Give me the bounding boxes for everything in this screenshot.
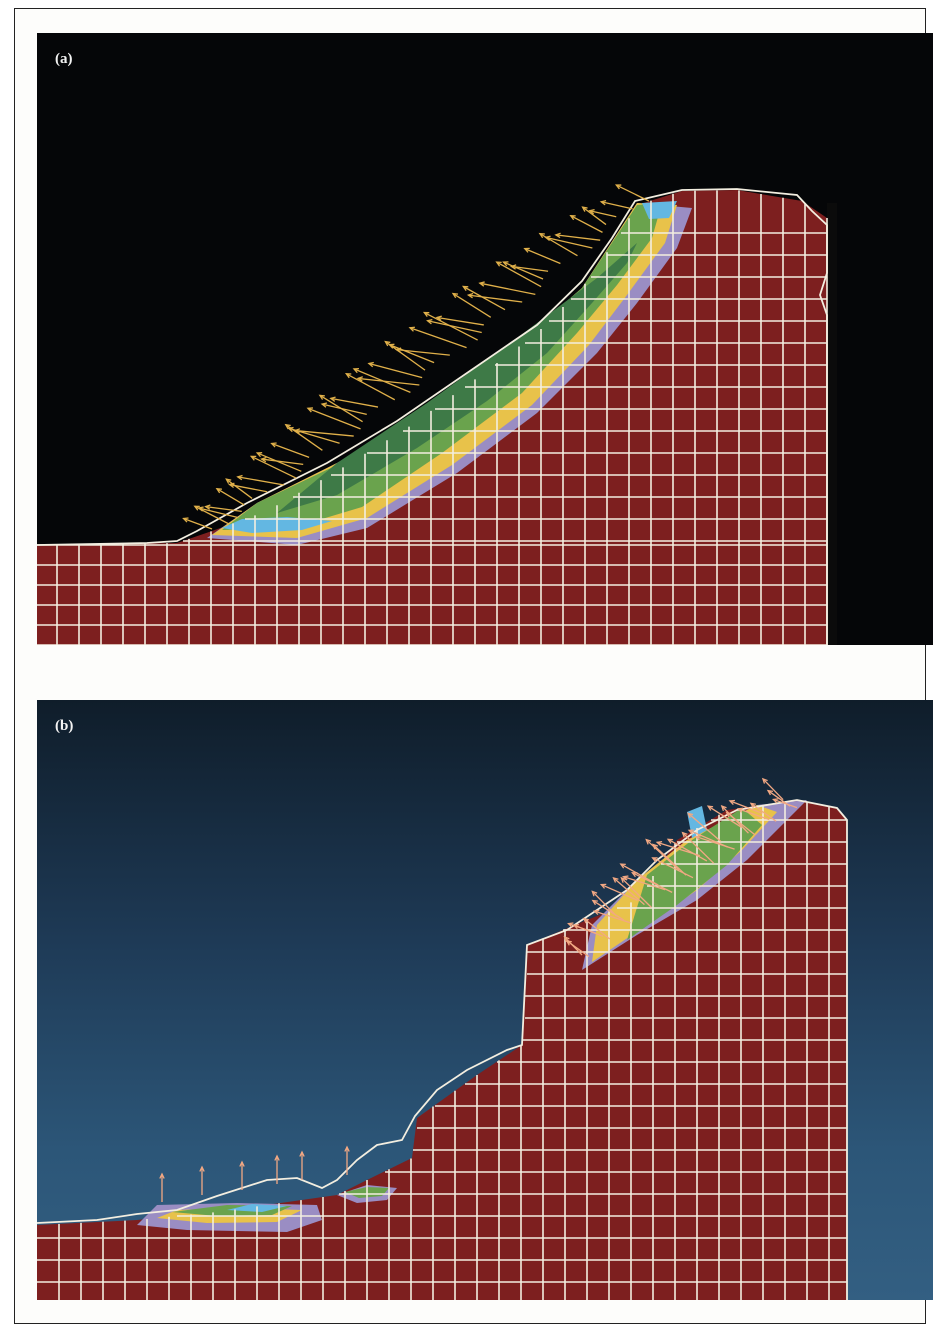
displacement-vector-6	[591, 899, 624, 921]
displacement-vector-45	[614, 184, 650, 202]
displacement-vector-9	[255, 452, 302, 472]
displacement-vector-18	[666, 838, 708, 862]
displacement-vector-34	[495, 261, 542, 288]
uplift-vector-1	[199, 1165, 205, 1195]
displacement-vector-41	[569, 214, 603, 233]
displacement-vector-22	[367, 361, 423, 379]
displacement-vector-20	[687, 812, 722, 842]
step-2	[517, 1075, 557, 1097]
displacement-vector-6	[228, 482, 268, 493]
displacement-vector-43	[588, 208, 617, 218]
displacement-vector-0	[182, 517, 213, 530]
panel-b: (b)	[37, 700, 933, 1300]
displacement-arrows-b	[159, 777, 798, 1202]
displacement-vector-27	[736, 807, 770, 821]
displacement-vector-18	[329, 396, 379, 408]
mesh-grid-b	[37, 799, 848, 1300]
displacement-vector-2	[197, 506, 239, 519]
displacement-vector-37	[523, 247, 561, 265]
displacement-vector-22	[694, 835, 735, 850]
displacement-vector-39	[544, 235, 593, 249]
slope-outline	[37, 188, 828, 645]
displacement-vector-4	[582, 917, 611, 940]
uplift-vector-0	[159, 1172, 165, 1202]
step-0	[447, 1160, 487, 1182]
slope-outline	[37, 799, 848, 1300]
displacement-vector-8	[599, 883, 638, 901]
uplift-vector-2	[239, 1160, 245, 1190]
displacement-vector-11	[270, 442, 310, 458]
displacement-vector-21	[356, 376, 420, 386]
displacement-vector-10	[620, 876, 652, 908]
step-1	[477, 1120, 517, 1142]
displacement-vector-25	[725, 811, 756, 836]
displacement-vector-5	[591, 890, 618, 917]
zone-band-3	[277, 243, 637, 513]
displacement-vector-19	[344, 373, 396, 401]
displacement-vector-24	[388, 343, 435, 364]
displacement-vector-16	[651, 857, 694, 879]
displacement-vector-1	[565, 940, 590, 958]
displacement-vector-10	[260, 456, 304, 466]
uplift-vector-5	[344, 1145, 350, 1175]
shadow-edge	[827, 203, 837, 645]
displacement-vector-29	[761, 777, 784, 801]
slope-model-b	[37, 777, 848, 1300]
displacement-vector-23	[706, 805, 742, 828]
zone-band-2	[222, 203, 662, 530]
displacement-vector-26	[408, 326, 467, 349]
upper-zone-2	[627, 808, 762, 940]
displacement-vector-32	[466, 292, 523, 303]
displacement-vector-31	[771, 798, 798, 809]
displacement-vector-3	[572, 924, 604, 937]
displacement-vector-19	[681, 831, 715, 864]
displacement-vector-11	[619, 863, 659, 886]
displacement-vector-42	[581, 206, 607, 226]
displacement-vector-31	[461, 285, 506, 311]
mesh-grid-a	[37, 188, 828, 645]
displacement-vector-30	[451, 292, 492, 318]
displacement-vector-8	[249, 455, 297, 479]
displacement-vector-35	[502, 261, 544, 280]
uplift-vector-3	[274, 1154, 280, 1184]
displacement-vector-28	[426, 318, 482, 334]
displacement-vector-26	[728, 799, 763, 815]
displacement-vector-4	[215, 487, 245, 506]
displacement-vector-7	[592, 909, 631, 924]
panel-a: (a)	[37, 33, 933, 645]
displacement-vector-12	[622, 875, 666, 891]
displacement-vector-13	[631, 872, 673, 893]
displacement-vector-33	[478, 281, 536, 295]
displacement-vector-15	[651, 843, 687, 876]
displacement-vector-17	[320, 402, 367, 416]
displacement-vector-14	[293, 428, 354, 437]
displacement-vector-7	[236, 474, 285, 486]
displacement-vector-3	[204, 504, 242, 513]
panel-label-a: (a)	[55, 51, 73, 67]
uplift-vector-4	[299, 1150, 305, 1180]
displacement-vector-40	[554, 232, 601, 241]
displacement-vector-9	[612, 876, 645, 906]
displacement-vector-14	[645, 838, 680, 871]
displacement-vector-28	[749, 802, 777, 822]
displacement-vector-25	[394, 347, 450, 356]
panel-label-b: (b)	[55, 718, 74, 734]
displacement-vector-29	[435, 315, 484, 326]
displacement-vector-36	[509, 264, 549, 272]
displacement-vector-15	[306, 407, 361, 430]
displacement-arrows-a	[182, 184, 650, 530]
displacement-vector-44	[599, 200, 633, 210]
displacement-vector-5	[225, 478, 253, 499]
step-3	[557, 1030, 597, 1052]
slope-model-a	[37, 184, 837, 645]
